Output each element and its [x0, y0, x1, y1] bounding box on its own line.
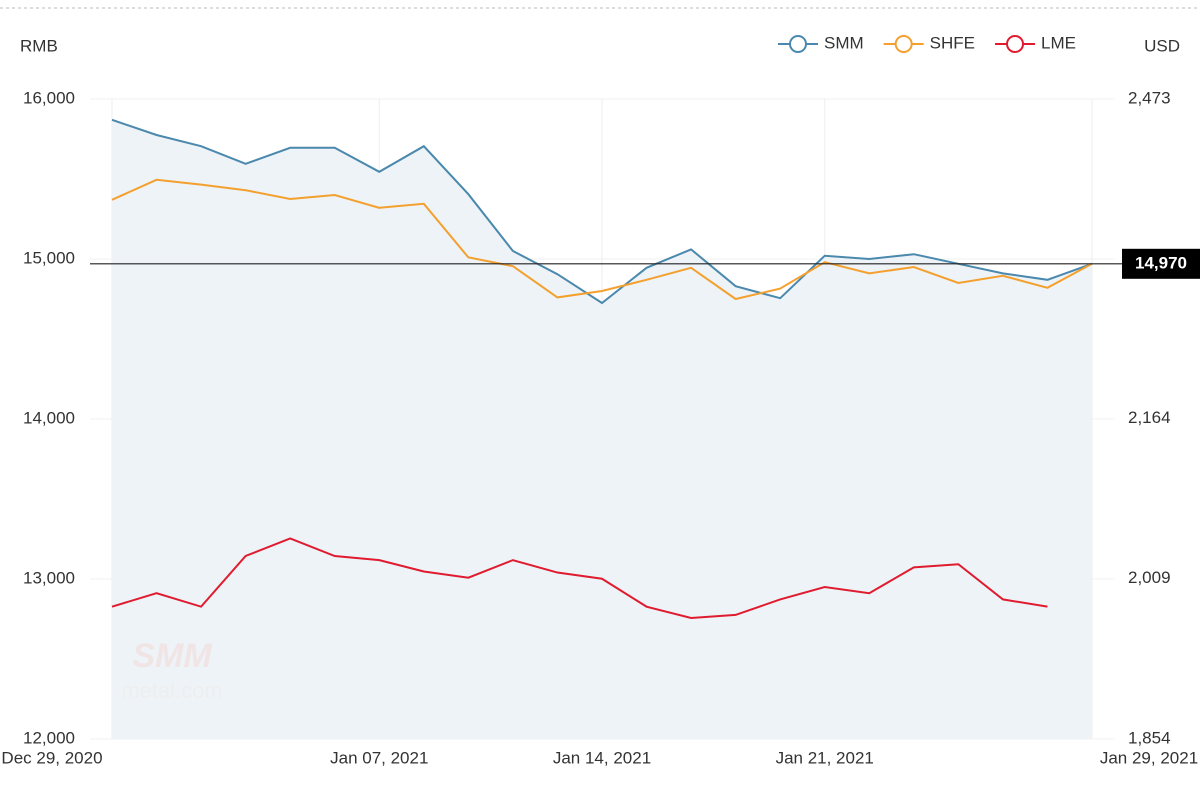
- line: [111, 537, 1048, 620]
- x-tick-label: Jan 29, 2021: [1100, 748, 1198, 767]
- x-tick-label: Jan 07, 2021: [330, 748, 428, 767]
- legend-label: SMM: [824, 33, 864, 52]
- y2-tick-label: 2,009: [1128, 568, 1171, 587]
- legend-marker: [1006, 35, 1025, 53]
- y-tick-label: 14,000: [23, 408, 75, 427]
- legend-marker: [789, 35, 807, 53]
- y2-tick-label: 1,854: [1128, 728, 1171, 747]
- legend-marker: [894, 35, 913, 53]
- y-tick-label: 16,000: [23, 88, 75, 107]
- watermark: metal.com: [121, 678, 222, 703]
- reference-label-box: [1122, 248, 1200, 279]
- line: [111, 178, 1093, 301]
- area: [112, 119, 1092, 740]
- legend-label: SHFE: [930, 33, 975, 52]
- legend-label: LME: [1041, 33, 1076, 52]
- x-tick-label: Jan 14, 2021: [553, 748, 651, 767]
- line: [111, 118, 1093, 305]
- y-tick-label: 12,000: [23, 728, 75, 747]
- y2-tick-label: 2,164: [1128, 408, 1171, 427]
- y-tick-label: 13,000: [23, 568, 75, 587]
- legend-item: SMM: [778, 33, 864, 53]
- legend-item: SHFE: [883, 33, 975, 53]
- x-tick-label: Dec 29, 2020: [1, 748, 102, 767]
- legend-item: LME: [995, 33, 1076, 53]
- watermark: SMM: [132, 637, 212, 675]
- y2-tick-label: 2,473: [1128, 88, 1171, 107]
- y2-axis-label: USD: [1144, 36, 1180, 55]
- plot-area: [111, 118, 1093, 740]
- x-tick-label: Jan 21, 2021: [776, 748, 874, 767]
- reference-label: 14,970: [1135, 253, 1187, 272]
- y-tick-label: 15,000: [23, 248, 75, 267]
- y-axis-label: RMB: [20, 36, 58, 55]
